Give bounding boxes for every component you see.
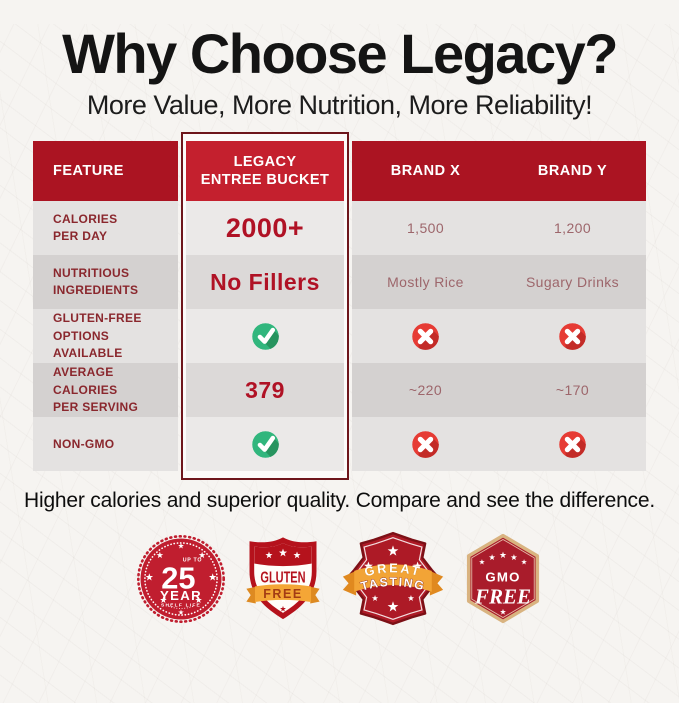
gmo-free-label: FREE <box>474 585 531 609</box>
ribbon-end-right <box>310 586 320 604</box>
feature-column: FEATURE CALORIES PER DAY NUTRITIOUS INGR… <box>33 141 178 472</box>
cell-legacy-avg-calories: 379 <box>186 363 344 418</box>
badge-25-year-shelf-life: UP TO 25 YEAR SHELF LIFE <box>137 534 225 623</box>
brand-x-column: BRAND X 1,500 Mostly Rice ~220 <box>352 141 499 472</box>
feature-label-gluten: GLUTEN-FREE OPTIONS AVAILABLE <box>33 309 178 364</box>
hexagon-shape <box>466 534 540 624</box>
cross-icon <box>557 429 588 460</box>
legacy-column: LEGACY ENTREE BUCKET 2000+ No Fillers 37… <box>186 141 344 472</box>
cell-brandx-calories: 1,500 <box>352 201 499 256</box>
dotted-ring <box>144 541 218 616</box>
badge-gmo-free: GMO FREE <box>466 534 540 624</box>
shelf-life-caption: SHELF LIFE <box>161 603 201 609</box>
cell-brandy-gluten <box>499 309 646 364</box>
tasting-label: TASTING <box>359 575 426 594</box>
cell-brandy-ingredients: Sugary Drinks <box>499 255 646 310</box>
gluten-free-label: FREE <box>263 587 302 601</box>
badge-gluten-free: GLUTEN FREE <box>246 537 320 619</box>
feature-label-ingredients: NUTRITIOUS INGREDIENTS <box>33 255 178 310</box>
ribbon-band <box>254 584 312 602</box>
shelf-life-up-to: UP TO <box>183 557 202 563</box>
comparison-table: FEATURE CALORIES PER DAY NUTRITIOUS INGR… <box>33 132 646 481</box>
hexagon-inner-line <box>471 539 535 619</box>
cross-icon <box>557 321 588 352</box>
feature-label-avg-calories: AVERAGE CALORIES PER SERVING <box>33 363 178 418</box>
header-legacy: LEGACY ENTREE BUCKET <box>186 141 344 202</box>
cell-brandy-non-gmo <box>499 417 646 472</box>
cell-brandx-avg-calories: ~220 <box>352 363 499 418</box>
cell-brandx-gluten <box>352 309 499 364</box>
cell-brandx-ingredients: Mostly Rice <box>352 255 499 310</box>
badge-great-tasting: GREAT TASTING <box>342 532 444 626</box>
feature-label-calories: CALORIES PER DAY <box>33 201 178 256</box>
header-feature: FEATURE <box>33 141 178 202</box>
brand-y-column: BRAND Y 1,200 Sugary Drinks ~170 <box>499 141 646 472</box>
feature-label-non-gmo: NON-GMO <box>33 417 178 472</box>
badge-row: UP TO 25 YEAR SHELF LIFE GLUTEN FREE <box>0 531 679 626</box>
cell-legacy-ingredients: No Fillers <box>186 255 344 310</box>
shelf-life-unit: YEAR <box>160 588 202 603</box>
ribbon-band <box>354 564 432 593</box>
check-icon <box>250 321 281 352</box>
ribbon-end-left <box>342 571 357 596</box>
gluten-label: GLUTEN <box>260 569 305 586</box>
cell-legacy-calories: 2000+ <box>186 201 344 256</box>
gmo-label: GMO <box>485 570 520 585</box>
header-brand-y: BRAND Y <box>499 141 646 202</box>
legacy-column-highlight-box: LEGACY ENTREE BUCKET 2000+ No Fillers 37… <box>181 132 349 481</box>
svg-text:TASTING: TASTING <box>359 575 426 594</box>
infographic-page: Why Choose Legacy? More Value, More Nutr… <box>0 24 679 703</box>
stamp-scallop-edge <box>137 534 225 623</box>
page-title: Why Choose Legacy? <box>62 22 618 85</box>
svg-text:GREAT: GREAT <box>363 561 423 580</box>
ribbon-end-left <box>246 586 256 604</box>
great-label: GREAT <box>363 560 421 579</box>
ribbon-end-right <box>429 571 444 596</box>
crest-inner-line <box>350 537 436 621</box>
cell-brandx-non-gmo <box>352 417 499 472</box>
check-icon <box>250 429 281 460</box>
cell-legacy-non-gmo <box>186 417 344 472</box>
cell-brandy-avg-calories: ~170 <box>499 363 646 418</box>
header-brand-x: BRAND X <box>352 141 499 202</box>
shelf-life-value: 25 <box>161 561 195 596</box>
cross-icon <box>410 429 441 460</box>
page-subtitle: More Value, More Nutrition, More Reliabi… <box>86 90 593 121</box>
footer-note: Higher calories and superior quality. Co… <box>24 489 655 513</box>
cell-brandy-calories: 1,200 <box>499 201 646 256</box>
cross-icon <box>410 321 441 352</box>
cell-legacy-gluten <box>186 309 344 364</box>
